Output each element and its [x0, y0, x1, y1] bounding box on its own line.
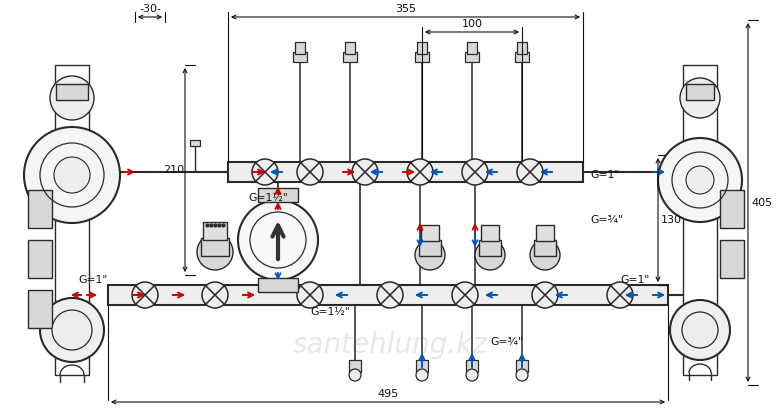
Bar [56, 84, 88, 100]
Bar [258, 188, 298, 202]
Text: 495: 495 [377, 389, 399, 399]
Text: G=1½": G=1½" [310, 307, 350, 317]
Bar [190, 140, 200, 146]
Text: G=1": G=1" [590, 170, 619, 180]
Circle shape [516, 369, 528, 381]
Bar [55, 65, 89, 375]
Circle shape [252, 159, 278, 185]
Text: G=¾": G=¾" [590, 215, 623, 225]
Text: 355: 355 [395, 4, 416, 14]
Circle shape [680, 78, 720, 118]
Circle shape [132, 282, 158, 308]
Circle shape [50, 76, 94, 120]
Circle shape [352, 159, 378, 185]
Circle shape [475, 240, 505, 270]
Circle shape [532, 282, 558, 308]
Circle shape [297, 159, 323, 185]
Circle shape [238, 200, 318, 280]
Circle shape [54, 157, 90, 193]
Circle shape [349, 369, 361, 381]
Bar [466, 360, 478, 372]
Circle shape [52, 310, 92, 350]
Bar [28, 290, 52, 328]
Circle shape [40, 298, 104, 362]
Circle shape [415, 240, 445, 270]
Bar [228, 162, 583, 182]
Bar [295, 42, 305, 54]
Bar [293, 52, 307, 62]
Text: 210: 210 [163, 165, 184, 175]
Circle shape [682, 312, 718, 348]
Circle shape [462, 159, 488, 185]
Bar [516, 360, 528, 372]
Bar [345, 42, 355, 54]
Text: santehlung.kz: santehlung.kz [293, 331, 487, 359]
Bar [28, 240, 52, 278]
Bar [417, 42, 427, 54]
Bar [467, 42, 477, 54]
Text: -30-: -30- [139, 4, 161, 14]
Text: G=1": G=1" [78, 275, 107, 285]
Bar [720, 240, 744, 278]
Bar [28, 190, 52, 228]
Bar [686, 84, 714, 100]
Circle shape [530, 240, 560, 270]
Bar [416, 360, 428, 372]
Bar [720, 190, 744, 228]
Bar [419, 240, 441, 256]
Circle shape [202, 282, 228, 308]
Circle shape [466, 369, 478, 381]
Circle shape [197, 234, 233, 270]
Circle shape [297, 282, 323, 308]
Circle shape [24, 127, 120, 223]
Bar [534, 240, 556, 256]
Bar [203, 222, 227, 240]
Circle shape [607, 282, 633, 308]
Text: 100: 100 [462, 19, 483, 29]
Circle shape [517, 159, 543, 185]
Text: G=¾": G=¾" [490, 337, 523, 347]
Circle shape [377, 282, 403, 308]
Bar [481, 225, 499, 241]
Bar [258, 278, 298, 292]
Bar [536, 225, 554, 241]
Bar [108, 285, 668, 305]
Circle shape [670, 300, 730, 360]
Circle shape [686, 166, 714, 194]
Circle shape [452, 282, 478, 308]
Circle shape [407, 159, 433, 185]
Bar [421, 225, 439, 241]
Text: G=1": G=1" [620, 275, 650, 285]
Bar [515, 52, 529, 62]
Circle shape [658, 138, 742, 222]
Bar [683, 65, 717, 375]
Bar [517, 42, 527, 54]
Text: G=1½": G=1½" [248, 193, 288, 203]
Text: 405: 405 [751, 197, 772, 208]
Bar [201, 238, 229, 256]
Bar [415, 52, 429, 62]
Bar [479, 240, 501, 256]
Text: 130: 130 [661, 215, 682, 225]
Circle shape [416, 369, 428, 381]
Bar [343, 52, 357, 62]
Bar [465, 52, 479, 62]
Bar [349, 360, 361, 372]
